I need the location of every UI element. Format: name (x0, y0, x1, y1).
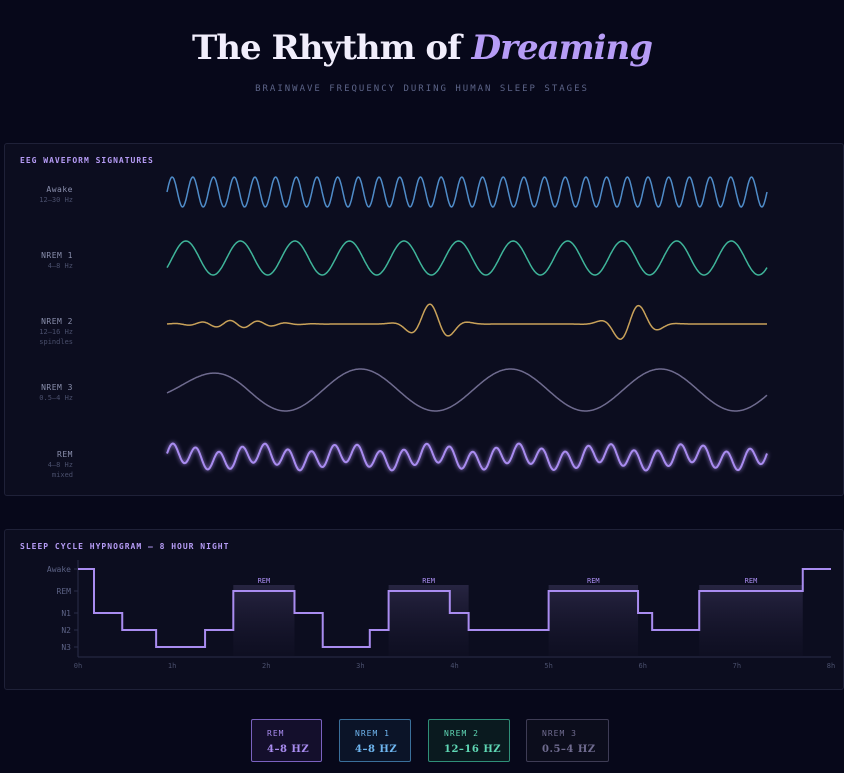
legend-range: 4–8 HZ (355, 744, 398, 755)
hypnogram-heading: SLEEP CYCLE HYPNOGRAM — 8 HOUR NIGHT (20, 542, 230, 551)
eeg-panel: EEG WAVEFORM SIGNATURES Awake 12–30 Hz NRE… (4, 143, 844, 496)
wave-range: 4–8 Hz (47, 262, 73, 270)
legend-name: REM (267, 729, 285, 738)
rem-period-band (548, 585, 639, 657)
legend-name: NREM 1 (355, 729, 390, 738)
wave-label-nrem-3: NREM 3 0.5–4 Hz (39, 382, 73, 403)
hypnogram-chart: Awake REM N1 N2 N3 0h 1h 2h 3h 4h 5h 6h 7h 8h REM REM RE… (47, 560, 835, 670)
wave-label-rem: REM 4–8 Hz mixed (48, 449, 73, 480)
legend-rem: REM 4–8 HZ (251, 719, 322, 762)
wave-label-nrem-1: NREM 1 4–8 Hz (41, 250, 73, 271)
wave-name: Awake (46, 185, 73, 194)
legend-nrem-1: NREM 1 4–8 HZ (339, 719, 411, 762)
legend-range: 12–16 HZ (444, 744, 502, 755)
waveform-awake (166, 176, 768, 208)
y-tick-awake: Awake (47, 565, 71, 574)
y-tick-n2: N2 (61, 626, 71, 635)
waveform-rem (166, 442, 768, 472)
legend-range: 4–8 HZ (267, 744, 310, 755)
page-subtitle: BRAINWAVE FREQUENCY DURING HUMAN SLEEP S… (255, 84, 589, 94)
wave-name: NREM 1 (41, 251, 73, 260)
x-tick-7h: 7h (733, 662, 741, 670)
title-accent: Dreaming (471, 28, 653, 68)
x-tick-1h: 1h (168, 662, 176, 670)
wave-range: 0.5–4 Hz (39, 394, 73, 402)
x-tick-5h: 5h (544, 662, 552, 670)
eeg-waveforms (166, 176, 768, 472)
rem-period-label: REM (745, 577, 758, 585)
rem-period-band (233, 585, 295, 657)
x-tick-6h: 6h (639, 662, 647, 670)
x-tick-4h: 4h (450, 662, 458, 670)
legend-nrem-3: NREM 3 0.5–4 HZ (526, 719, 609, 762)
y-tick-n3: N3 (61, 643, 71, 652)
legend-name: NREM 3 (542, 729, 577, 738)
rem-period-band (388, 585, 469, 657)
wave-range: 4–8 Hz (47, 461, 73, 469)
wave-range: 12–30 Hz (39, 196, 73, 204)
rem-period-band (699, 585, 803, 657)
wave-name: NREM 2 (41, 317, 73, 326)
legend-range: 0.5–4 HZ (542, 744, 596, 755)
rem-period-label: REM (422, 577, 435, 585)
rem-period-label: REM (587, 577, 600, 585)
x-tick-8h: 8h (827, 662, 835, 670)
wave-name: REM (57, 450, 73, 459)
wave-label-nrem-2: NREM 2 12–16 Hz spindles (39, 316, 73, 347)
page-title: The Rhythm of Dreaming (0, 28, 844, 68)
legend-nrem-2: NREM 2 12–16 HZ (428, 719, 510, 762)
wave-note: mixed (51, 471, 73, 479)
title-main: The Rhythm of (191, 28, 462, 68)
hypnogram-panel: SLEEP CYCLE HYPNOGRAM — 8 HOUR NIGHT Awa… (4, 529, 844, 690)
wave-note: spindles (39, 338, 73, 346)
eeg-heading: EEG WAVEFORM SIGNATURES (20, 156, 154, 165)
y-tick-rem: REM (57, 587, 72, 596)
waveform-nrem-1 (166, 240, 768, 276)
wave-range: 12–16 Hz (39, 328, 73, 336)
x-tick-3h: 3h (356, 662, 364, 670)
x-tick-0h: 0h (74, 662, 82, 670)
rem-period-label: REM (258, 577, 271, 585)
waveform-nrem-3 (166, 368, 768, 412)
x-tick-2h: 2h (262, 662, 270, 670)
y-tick-n1: N1 (61, 609, 71, 618)
wave-name: NREM 3 (41, 383, 73, 392)
hypnogram-line (78, 568, 831, 648)
waveform-nrem-2 (166, 303, 767, 340)
legend-name: NREM 2 (444, 729, 479, 738)
wave-label-awake: Awake 12–30 Hz (39, 184, 73, 205)
